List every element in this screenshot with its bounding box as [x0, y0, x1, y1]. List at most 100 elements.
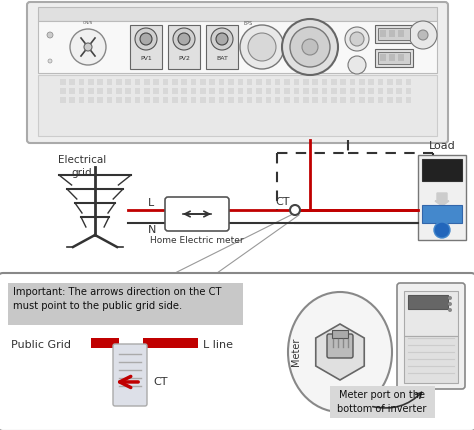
- Bar: [130, 25, 162, 69]
- Bar: [172, 88, 178, 94]
- Bar: [293, 79, 299, 85]
- Bar: [340, 79, 346, 85]
- Bar: [135, 88, 140, 94]
- Bar: [168, 25, 200, 69]
- Bar: [284, 79, 290, 85]
- Bar: [247, 79, 253, 85]
- Bar: [368, 97, 374, 103]
- Circle shape: [345, 27, 369, 51]
- Ellipse shape: [288, 292, 392, 412]
- Bar: [387, 79, 392, 85]
- Bar: [88, 97, 94, 103]
- Bar: [144, 88, 150, 94]
- Bar: [359, 88, 365, 94]
- Text: CT: CT: [275, 197, 290, 207]
- Bar: [247, 88, 253, 94]
- Bar: [330, 386, 435, 418]
- Circle shape: [48, 59, 52, 63]
- Bar: [135, 79, 140, 85]
- Bar: [116, 97, 122, 103]
- Bar: [265, 97, 271, 103]
- Bar: [200, 88, 206, 94]
- Bar: [8, 283, 243, 325]
- Bar: [359, 79, 365, 85]
- FancyBboxPatch shape: [397, 283, 465, 389]
- Polygon shape: [316, 324, 364, 380]
- Bar: [163, 88, 168, 94]
- Bar: [228, 79, 234, 85]
- Bar: [350, 88, 355, 94]
- Bar: [256, 97, 262, 103]
- Bar: [404, 336, 458, 383]
- Bar: [321, 97, 327, 103]
- Circle shape: [448, 296, 452, 300]
- Bar: [38, 7, 437, 21]
- Circle shape: [178, 33, 190, 45]
- Bar: [163, 97, 168, 103]
- Bar: [88, 88, 94, 94]
- Bar: [312, 79, 318, 85]
- Bar: [396, 97, 402, 103]
- Bar: [312, 97, 318, 103]
- Bar: [60, 79, 65, 85]
- Bar: [97, 88, 103, 94]
- Circle shape: [173, 28, 195, 50]
- Bar: [389, 54, 395, 61]
- Circle shape: [290, 205, 300, 215]
- Bar: [422, 205, 462, 223]
- Bar: [191, 79, 196, 85]
- Bar: [275, 97, 281, 103]
- Bar: [143, 338, 198, 348]
- FancyBboxPatch shape: [165, 197, 229, 231]
- Bar: [408, 295, 448, 309]
- Bar: [228, 97, 234, 103]
- Bar: [396, 88, 402, 94]
- Circle shape: [434, 222, 450, 238]
- Bar: [144, 97, 150, 103]
- Bar: [154, 97, 159, 103]
- Bar: [256, 79, 262, 85]
- Bar: [404, 291, 458, 336]
- Bar: [275, 79, 281, 85]
- Bar: [350, 97, 355, 103]
- Text: PV1: PV1: [140, 56, 152, 61]
- Bar: [182, 88, 187, 94]
- Text: L line: L line: [203, 340, 233, 350]
- Bar: [228, 88, 234, 94]
- Text: BAT: BAT: [216, 56, 228, 61]
- Text: Meter port on the
bottom of inverter: Meter port on the bottom of inverter: [337, 390, 427, 414]
- Bar: [116, 79, 122, 85]
- Bar: [375, 49, 413, 67]
- Circle shape: [290, 27, 330, 67]
- Bar: [284, 97, 290, 103]
- Bar: [293, 88, 299, 94]
- Bar: [331, 97, 337, 103]
- Circle shape: [140, 33, 152, 45]
- Bar: [69, 88, 75, 94]
- Bar: [172, 97, 178, 103]
- Circle shape: [216, 33, 228, 45]
- Circle shape: [448, 308, 452, 312]
- Text: Electrical
grid: Electrical grid: [58, 155, 106, 178]
- FancyBboxPatch shape: [0, 273, 474, 430]
- Circle shape: [47, 32, 53, 38]
- Bar: [97, 79, 103, 85]
- Bar: [340, 97, 346, 103]
- Bar: [79, 88, 84, 94]
- Bar: [135, 97, 140, 103]
- Bar: [247, 97, 253, 103]
- Bar: [107, 97, 112, 103]
- Circle shape: [240, 25, 284, 69]
- Bar: [237, 88, 243, 94]
- Text: Public Grid: Public Grid: [11, 340, 71, 350]
- Bar: [389, 30, 395, 37]
- Text: N: N: [148, 225, 156, 235]
- Bar: [378, 79, 383, 85]
- Circle shape: [409, 21, 437, 49]
- Bar: [396, 79, 402, 85]
- Bar: [219, 97, 224, 103]
- Bar: [154, 88, 159, 94]
- Bar: [191, 88, 196, 94]
- Circle shape: [282, 19, 338, 75]
- Bar: [88, 79, 94, 85]
